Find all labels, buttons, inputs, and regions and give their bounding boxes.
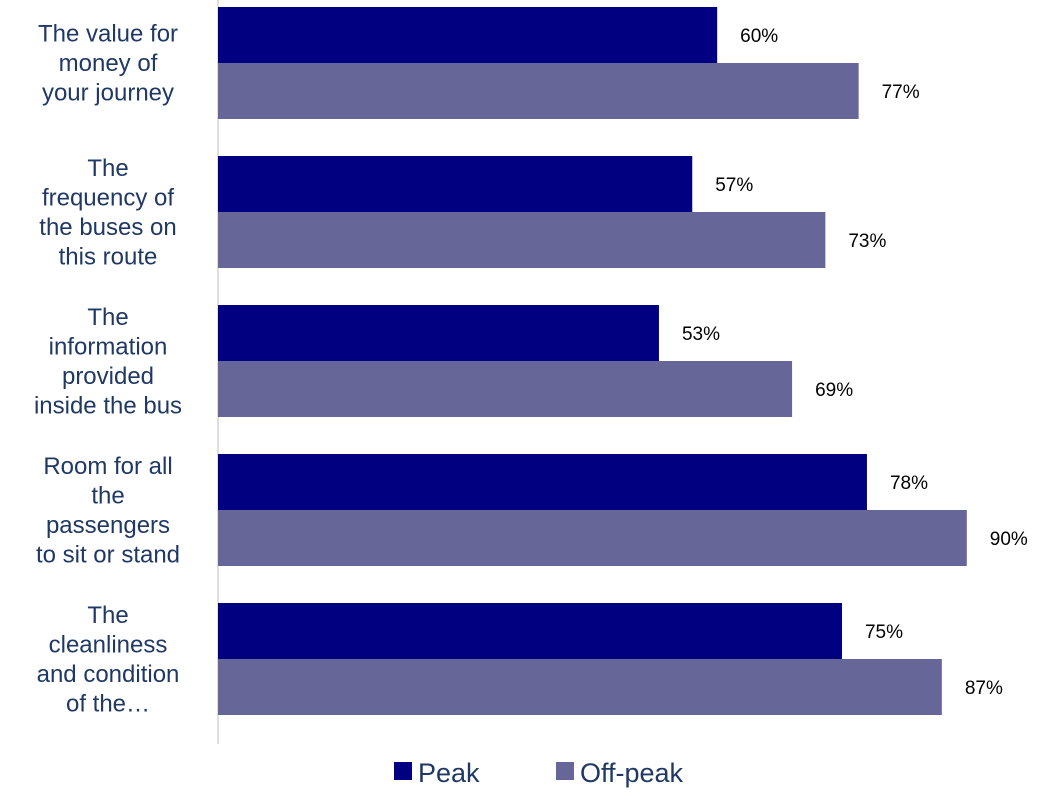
bar-off-peak-0 bbox=[218, 63, 859, 119]
category-label-line: your journey bbox=[42, 80, 174, 107]
bar-off-peak-2 bbox=[218, 361, 793, 417]
data-label: 87% bbox=[965, 678, 1003, 699]
bar-off-peak-3 bbox=[218, 510, 967, 566]
bar-peak-4 bbox=[218, 603, 842, 659]
data-label: 60% bbox=[740, 26, 778, 47]
category-label-line: the bbox=[91, 482, 124, 509]
data-label: 78% bbox=[890, 473, 928, 494]
category-label-line: to sit or stand bbox=[36, 541, 180, 568]
category-label-line: The bbox=[87, 304, 128, 331]
legend: Peak Off-peak bbox=[394, 758, 684, 788]
category-label-line: this route bbox=[59, 243, 158, 270]
data-label: 53% bbox=[682, 324, 720, 345]
category-label-line: information bbox=[49, 333, 168, 360]
data-label: 57% bbox=[715, 175, 753, 196]
category-label-line: The bbox=[87, 155, 128, 182]
category-label-line: The value for bbox=[38, 21, 178, 48]
bar-peak-2 bbox=[218, 305, 659, 361]
category-label-line: Room for all bbox=[43, 453, 172, 480]
legend-swatch-peak bbox=[394, 762, 412, 780]
category-label-line: inside the bus bbox=[34, 392, 182, 419]
bar-off-peak-1 bbox=[218, 212, 826, 268]
category-label-line: and condition bbox=[37, 661, 180, 688]
data-label: 75% bbox=[865, 622, 903, 643]
data-label: 73% bbox=[848, 231, 886, 252]
category-label-line: cleanliness bbox=[49, 631, 168, 658]
data-label: 90% bbox=[990, 529, 1028, 550]
bar-peak-1 bbox=[218, 156, 693, 212]
category-label-line: passengers bbox=[46, 512, 170, 539]
category-label-line: frequency of bbox=[42, 184, 174, 211]
bar-off-peak-4 bbox=[218, 659, 942, 715]
legend-swatch-off-peak bbox=[556, 762, 574, 780]
category-label-line: The bbox=[87, 602, 128, 629]
category-label-line: of the… bbox=[66, 690, 150, 717]
data-label: 69% bbox=[815, 380, 853, 401]
bars-layer bbox=[218, 7, 967, 715]
legend-label-peak: Peak bbox=[418, 758, 480, 788]
data-label: 77% bbox=[882, 82, 920, 103]
category-label-line: money of bbox=[59, 50, 158, 77]
bar-peak-0 bbox=[218, 7, 718, 63]
category-label-line: the buses on bbox=[39, 214, 176, 241]
bar-peak-3 bbox=[218, 454, 867, 510]
legend-label-off-peak: Off-peak bbox=[580, 758, 684, 788]
category-label-line: provided bbox=[62, 363, 154, 390]
